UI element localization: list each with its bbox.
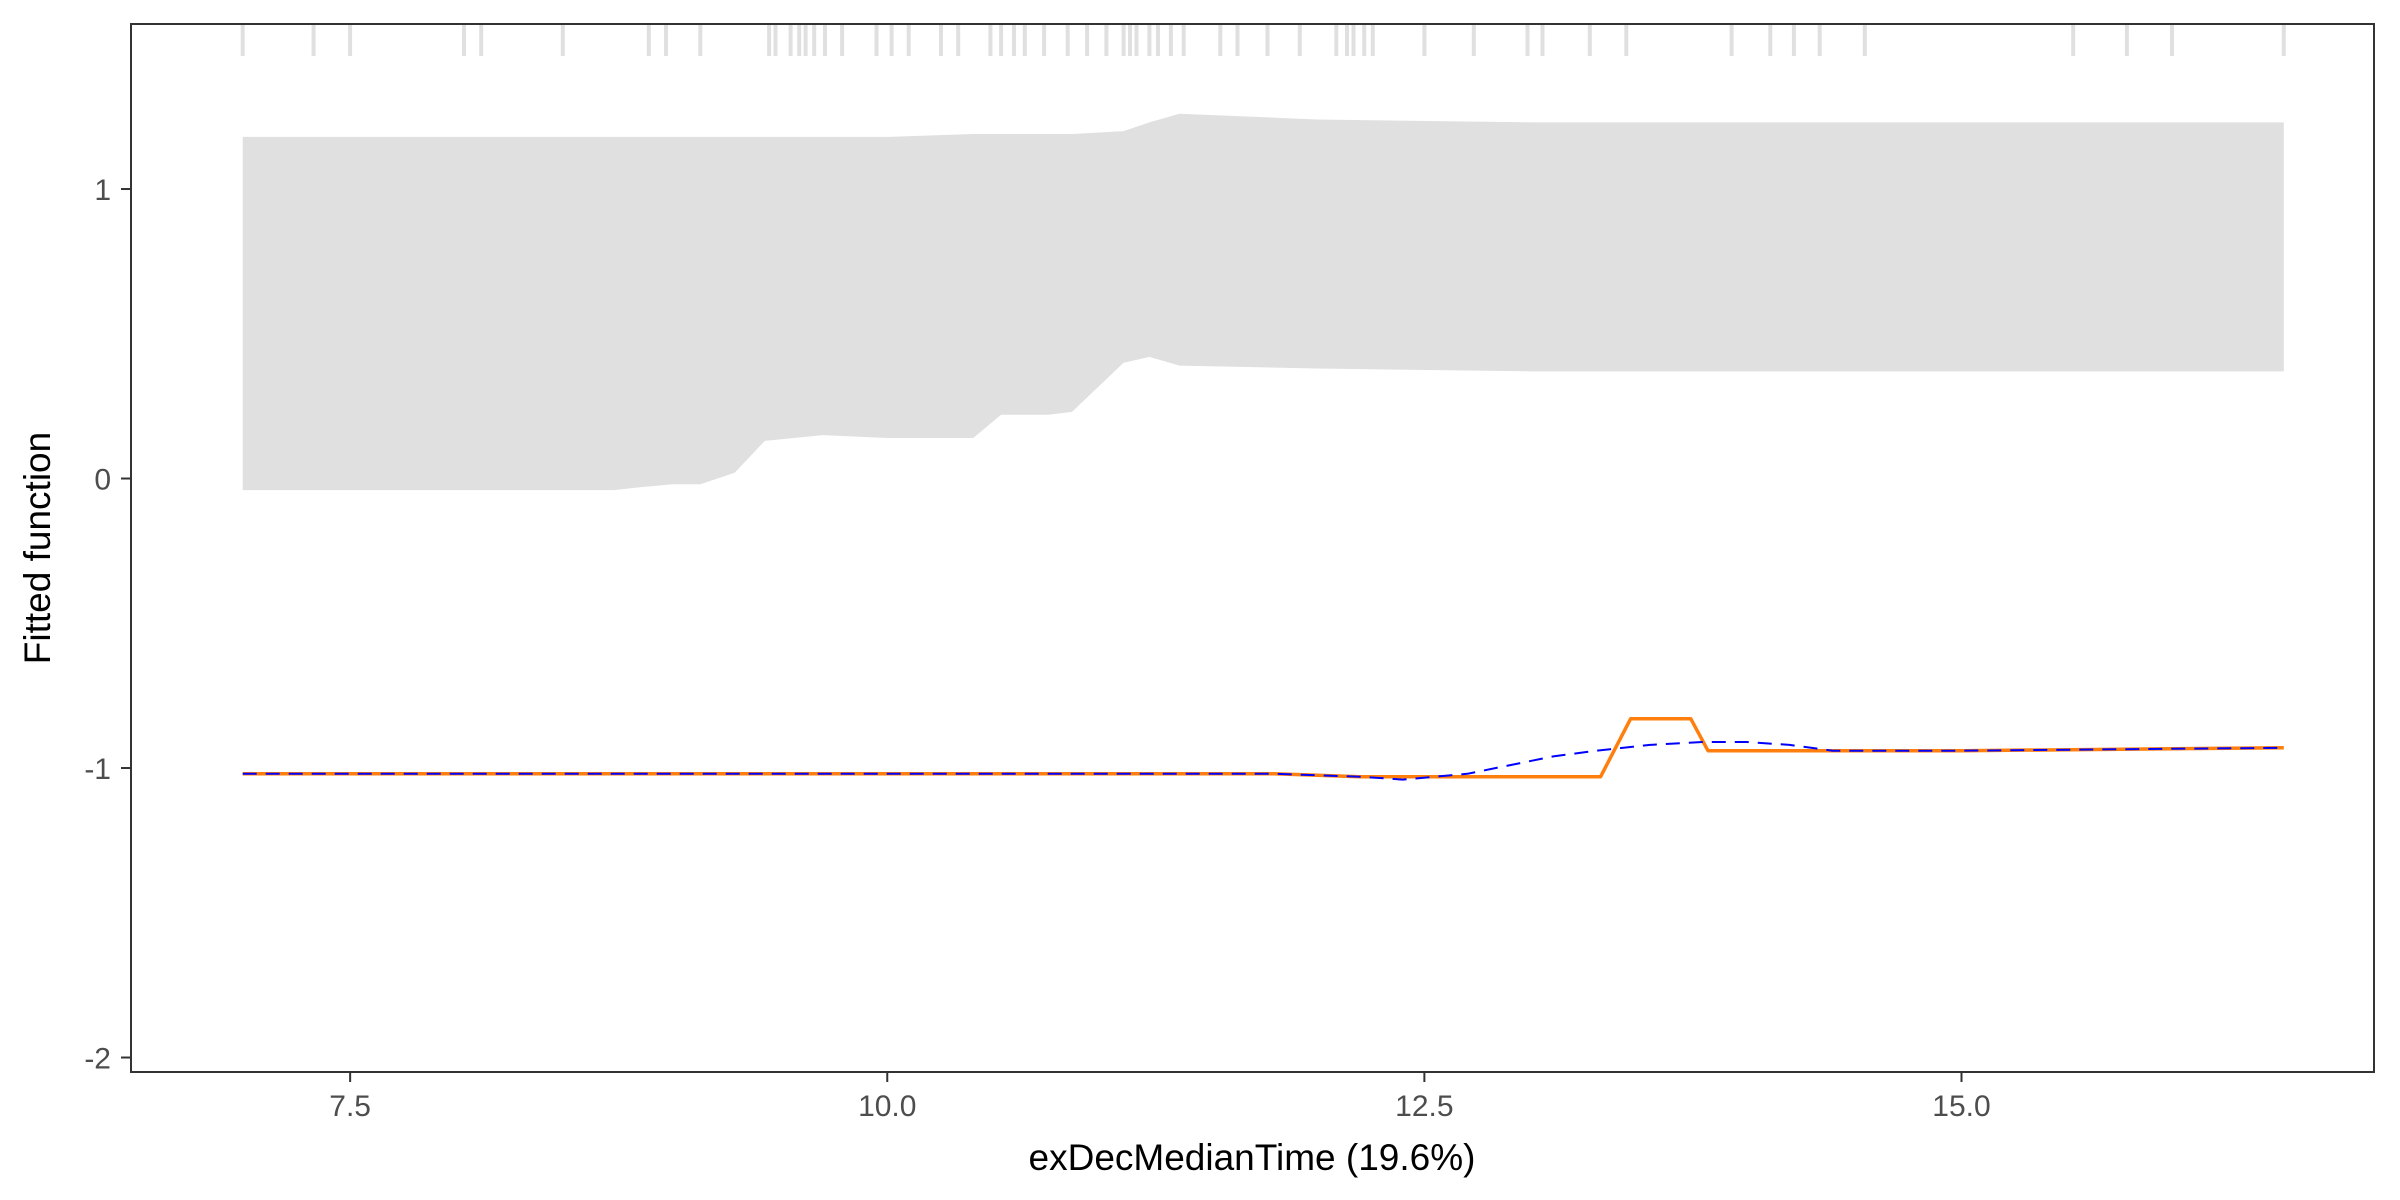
rug-mark bbox=[1587, 24, 1592, 56]
rug-mark bbox=[1104, 24, 1109, 56]
x-tick-label: 15.0 bbox=[1932, 1090, 1990, 1123]
y-axis: -2 -1 0 1 bbox=[84, 174, 131, 1076]
rug-mark bbox=[1791, 24, 1796, 56]
rug-mark bbox=[956, 24, 961, 56]
rug-mark bbox=[1121, 24, 1126, 56]
rug-mark bbox=[999, 24, 1004, 56]
rug-mark bbox=[874, 24, 879, 56]
rug-mark bbox=[1022, 24, 1027, 56]
rug-mark bbox=[2124, 24, 2129, 56]
rug-mark bbox=[1370, 24, 1375, 56]
rug-mark bbox=[698, 24, 703, 56]
rug-mark bbox=[560, 24, 565, 56]
y-tick-label: -2 bbox=[84, 1043, 111, 1076]
rug-mark bbox=[1334, 24, 1339, 56]
x-tick-label: 7.5 bbox=[329, 1090, 371, 1123]
plot-frame bbox=[130, 23, 2375, 1073]
rug-mark bbox=[1218, 24, 1223, 56]
rug-mark bbox=[646, 24, 651, 56]
rug-mark bbox=[479, 24, 484, 56]
rug-mark bbox=[1297, 24, 1302, 56]
rug-mark bbox=[1422, 24, 1427, 56]
rug-mark bbox=[1156, 24, 1160, 56]
y-tick-label: 1 bbox=[94, 174, 111, 207]
y-tick-label: -1 bbox=[84, 753, 111, 786]
rug-mark bbox=[1085, 24, 1090, 56]
rug-mark bbox=[462, 24, 466, 56]
x-tick-label: 10.0 bbox=[858, 1090, 916, 1123]
rug-mark bbox=[773, 24, 778, 56]
rug-mark bbox=[348, 24, 353, 56]
rug-mark bbox=[2281, 24, 2286, 56]
rug-mark bbox=[788, 24, 793, 56]
rug-mark bbox=[1042, 24, 1047, 56]
y-tick-label: 0 bbox=[94, 464, 111, 497]
x-axis-title: exDecMedianTime (19.6%) bbox=[1029, 1137, 1476, 1178]
rug-mark bbox=[988, 24, 993, 56]
rug-mark bbox=[939, 24, 943, 56]
rug-mark bbox=[1471, 24, 1476, 56]
rug-mark bbox=[1525, 24, 1530, 56]
rug-mark bbox=[812, 24, 817, 56]
rug-mark bbox=[1351, 24, 1356, 56]
rug-mark bbox=[240, 24, 245, 56]
rug-mark bbox=[311, 24, 316, 56]
rug-mark bbox=[2071, 24, 2076, 56]
rug-mark bbox=[840, 24, 845, 56]
rug-mark bbox=[906, 24, 911, 56]
rug-mark bbox=[889, 24, 894, 56]
rug-mark bbox=[1540, 24, 1545, 56]
rug-mark bbox=[1862, 24, 1867, 56]
x-tick-label: 12.5 bbox=[1395, 1090, 1453, 1123]
rug-mark bbox=[1168, 24, 1173, 56]
rug-mark bbox=[823, 24, 827, 56]
rug-mark bbox=[1729, 24, 1734, 56]
rug-mark bbox=[767, 24, 772, 56]
rug-mark bbox=[1235, 24, 1240, 56]
smooth-line bbox=[242, 741, 2284, 781]
rug-mark bbox=[664, 24, 668, 56]
rug-mark bbox=[803, 24, 808, 56]
y-axis-title: Fitted function bbox=[17, 432, 58, 664]
rug-mark bbox=[1134, 24, 1139, 56]
rug-mark bbox=[1065, 24, 1070, 56]
rug-mark bbox=[1128, 24, 1132, 56]
rug-mark bbox=[1817, 24, 1822, 56]
rug-mark bbox=[797, 24, 802, 56]
rug-mark bbox=[1147, 24, 1152, 56]
confidence-band bbox=[242, 113, 2284, 491]
rug-mark bbox=[1362, 24, 1367, 56]
rug-mark bbox=[1768, 24, 1773, 56]
rug-mark bbox=[2170, 24, 2174, 56]
rug-mark bbox=[1624, 24, 1629, 56]
rug-mark bbox=[1181, 24, 1186, 56]
rug-mark bbox=[1265, 24, 1270, 56]
x-axis: 7.5 10.0 12.5 15.0 bbox=[329, 1072, 1991, 1123]
plot-area bbox=[240, 24, 2286, 781]
rug-mark bbox=[1012, 24, 1016, 56]
rug-mark bbox=[1345, 24, 1349, 56]
